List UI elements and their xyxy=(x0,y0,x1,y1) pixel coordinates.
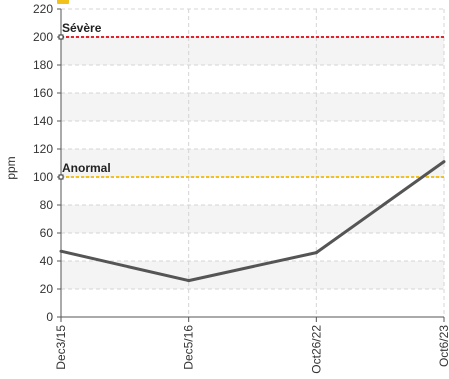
x-tick-label: Oct6/23 xyxy=(437,325,449,367)
data-series xyxy=(59,160,446,283)
y-tick-label: 160 xyxy=(33,86,53,100)
y-tick-labels: 0 20 40 60 80 100 120 140 160 180 200 220 xyxy=(33,2,53,324)
threshold-marker xyxy=(58,174,64,180)
y-tick-label: 0 xyxy=(46,310,53,324)
background-band xyxy=(61,93,444,121)
background-band xyxy=(61,149,444,177)
y-tick-label: 200 xyxy=(33,30,53,44)
background-band xyxy=(61,37,444,65)
threshold-label: Anormal xyxy=(62,161,111,175)
data-point xyxy=(314,251,318,255)
axes xyxy=(57,8,445,322)
y-tick-label: 100 xyxy=(33,170,53,184)
header-icon xyxy=(57,0,69,4)
background-band xyxy=(61,205,444,233)
y-tick-label: 120 xyxy=(33,142,53,156)
series-line xyxy=(60,160,445,283)
threshold-label: Sévère xyxy=(62,21,102,35)
background-bands xyxy=(61,37,444,289)
y-tick-label: 180 xyxy=(33,58,53,72)
y-tick-label: 80 xyxy=(40,198,54,212)
threshold-lines: Sévère Anormal xyxy=(58,21,444,180)
x-tick-label: Dec3/15 xyxy=(54,325,68,370)
threshold-marker xyxy=(58,34,64,40)
data-point xyxy=(59,249,63,253)
y-tick-label: 220 xyxy=(33,2,53,16)
y-axis-label: ppm xyxy=(4,156,18,179)
x-tick-label: Oct26/22 xyxy=(309,325,323,374)
x-tick-labels: Dec3/15 Dec5/16 Oct26/22 Oct6/23 xyxy=(54,325,449,374)
y-tick-label: 40 xyxy=(40,254,54,268)
data-point xyxy=(187,279,191,283)
y-tick-label: 60 xyxy=(40,226,54,240)
data-point xyxy=(442,160,446,164)
y-tick-label: 20 xyxy=(40,282,54,296)
y-tick-label: 140 xyxy=(33,114,53,128)
x-tick-label: Dec5/16 xyxy=(182,325,196,370)
